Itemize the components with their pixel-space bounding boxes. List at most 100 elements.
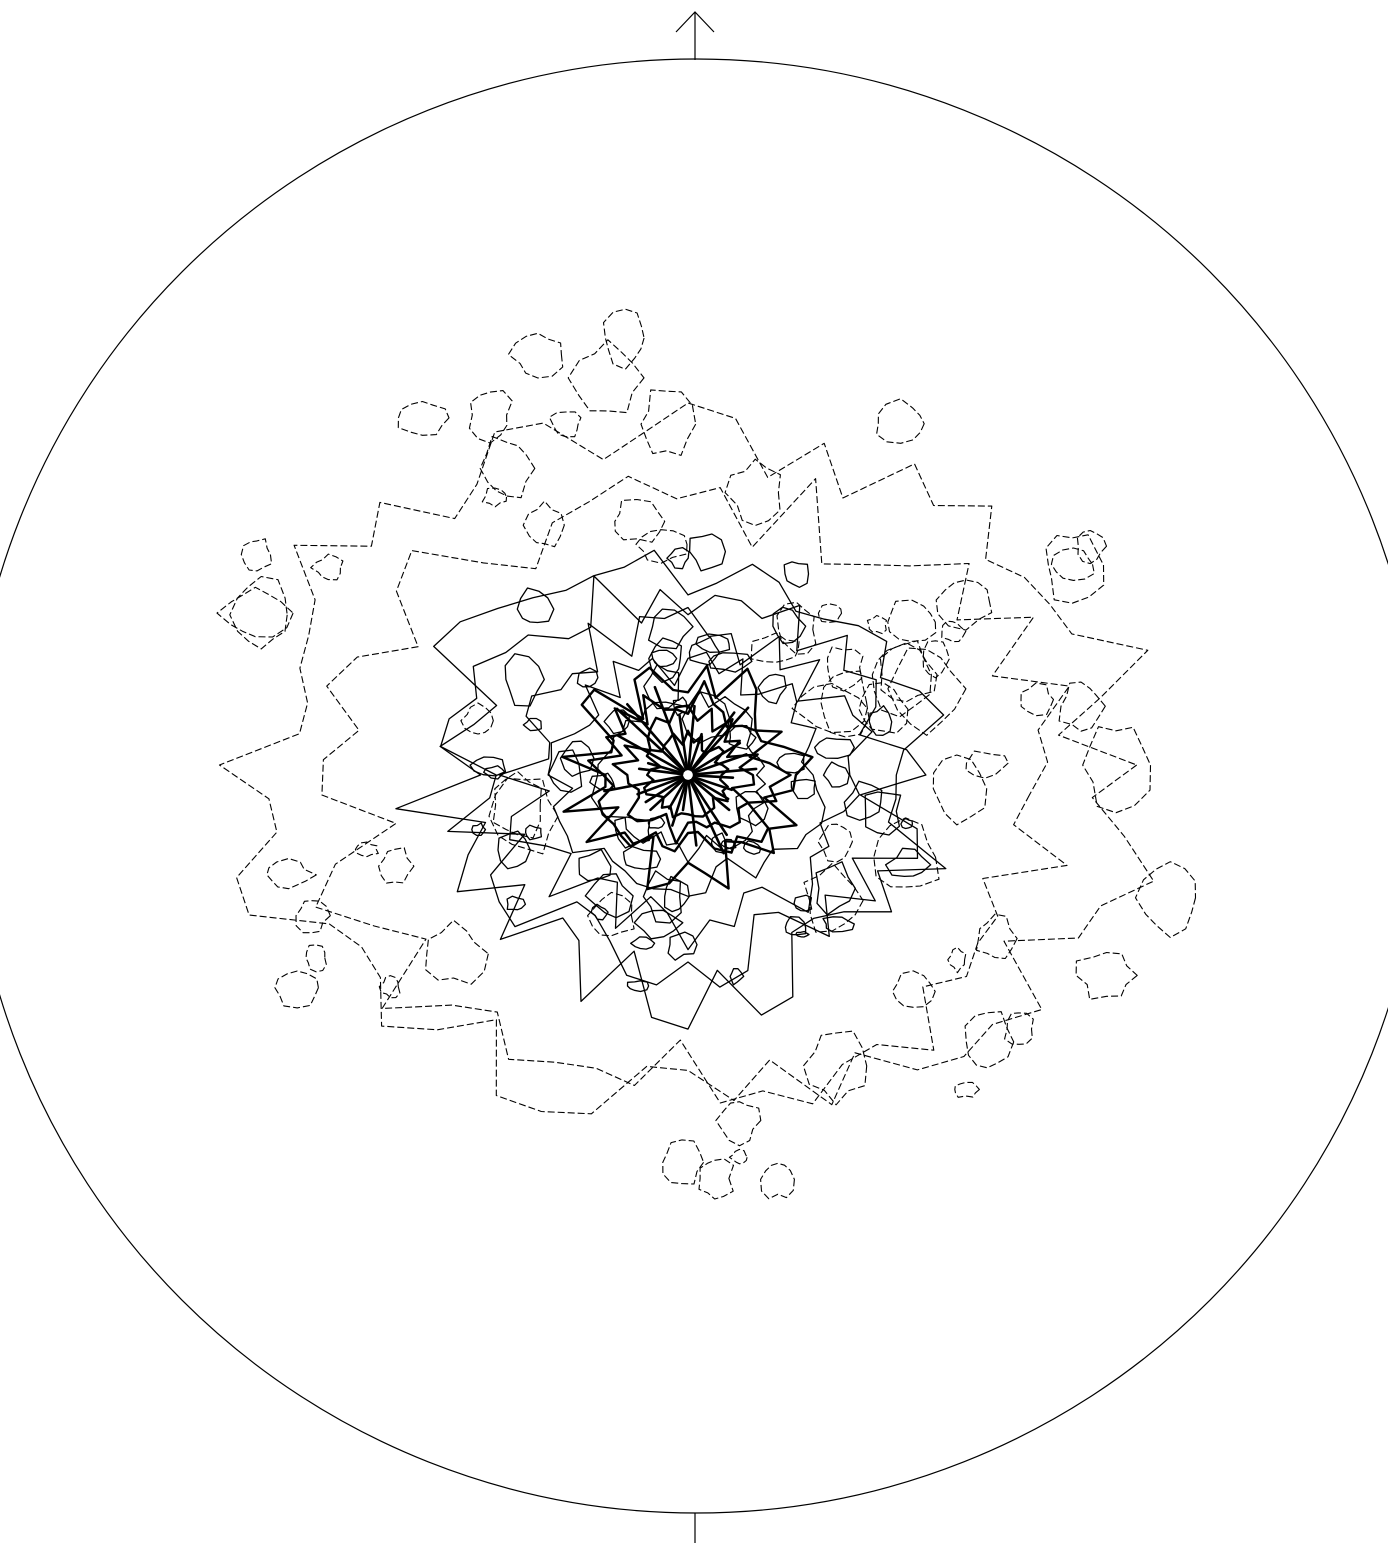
core-ray [603,774,684,793]
contour-island [468,390,513,444]
core-ray [692,767,758,776]
contour-island [1050,547,1095,581]
core-ray [649,777,686,812]
contour-island [803,862,864,933]
contour-island [229,575,288,650]
contour-island [695,633,731,653]
contour-island [900,817,914,830]
contour-island [1075,951,1138,1000]
contour-island [216,586,294,638]
contour-island [567,339,645,414]
contour-island [858,681,909,734]
contour-island [843,780,883,821]
contour-island [954,1081,980,1098]
contour-island [876,398,925,444]
contour-island [548,411,582,438]
core-ray [615,707,686,773]
outer-contour [315,475,1070,1105]
contour-island [648,637,683,684]
contour-island [820,670,870,738]
core-ray [644,777,685,804]
contour-island [871,640,932,718]
contour-island [742,840,762,855]
contour-island [887,599,937,642]
contour-island [879,642,938,703]
contour-island [760,1162,795,1200]
contour-island [481,487,508,508]
contour-island [469,756,507,777]
core-ray [653,685,688,771]
middle-contour [395,549,947,1030]
contour-island [506,895,527,911]
contour-island [479,435,536,499]
contour-island [310,553,344,581]
middle-contour [498,606,873,951]
contour-island [614,498,666,543]
outer-contour [218,402,1155,1115]
core-ray [688,779,726,855]
core-ray [691,741,742,773]
contour-island [650,649,678,668]
contour-island [964,1011,1015,1069]
contour-island [813,737,855,759]
maximum-density-core [603,685,758,855]
contour-island [1004,1012,1034,1045]
contour-island [663,875,690,913]
contour-island [866,614,887,635]
contour-island [724,458,781,527]
contour-island [817,823,853,863]
contour-island [729,967,745,986]
contour-island [662,1139,705,1185]
contour-island [640,389,697,456]
core-ray [625,702,686,772]
contour-island [587,891,635,937]
contour-island [295,900,331,934]
primitive-circle [0,58,1388,1514]
core-ray [616,734,685,774]
contour-island [522,500,565,548]
contour-island [516,587,555,624]
contour-island [708,652,753,673]
contour-island [1076,529,1108,565]
core-ray [689,778,729,837]
inner-contour [561,664,814,891]
contour-island [793,894,813,912]
core-ray [692,753,748,775]
contour-island [471,822,487,837]
core-ray [688,732,703,771]
core-ray [681,779,689,812]
inner-contour [587,680,792,854]
contour-island [784,916,807,936]
contour-island [507,332,564,379]
core-ray [667,779,687,810]
contour-island [891,970,936,1008]
contour-island [1045,534,1105,604]
contour-island [688,533,727,572]
contour-island [378,847,415,884]
contour-island [757,673,787,705]
contour-island [802,1030,868,1106]
contour-island [864,791,902,836]
contour-island [790,778,816,800]
contour-island [698,1158,735,1200]
contour-island [483,765,506,780]
contour-island [633,909,684,940]
contour-island [1058,681,1106,732]
contour-island [715,1101,762,1147]
contour-island [635,529,688,564]
contour-island [626,980,650,993]
contour-island [425,919,489,985]
contour-island [735,790,769,827]
core-ray [678,713,689,771]
contour-island [460,702,494,735]
core-ray [691,777,731,812]
contour-island [584,873,634,919]
contour-island [884,847,932,878]
middle-density-contours [395,533,947,1030]
contour-island [274,970,319,1009]
core-ray [689,711,736,772]
contour-island [559,740,595,777]
middle-contour [547,651,826,897]
core-ray [692,775,734,792]
contour-island [868,705,893,736]
